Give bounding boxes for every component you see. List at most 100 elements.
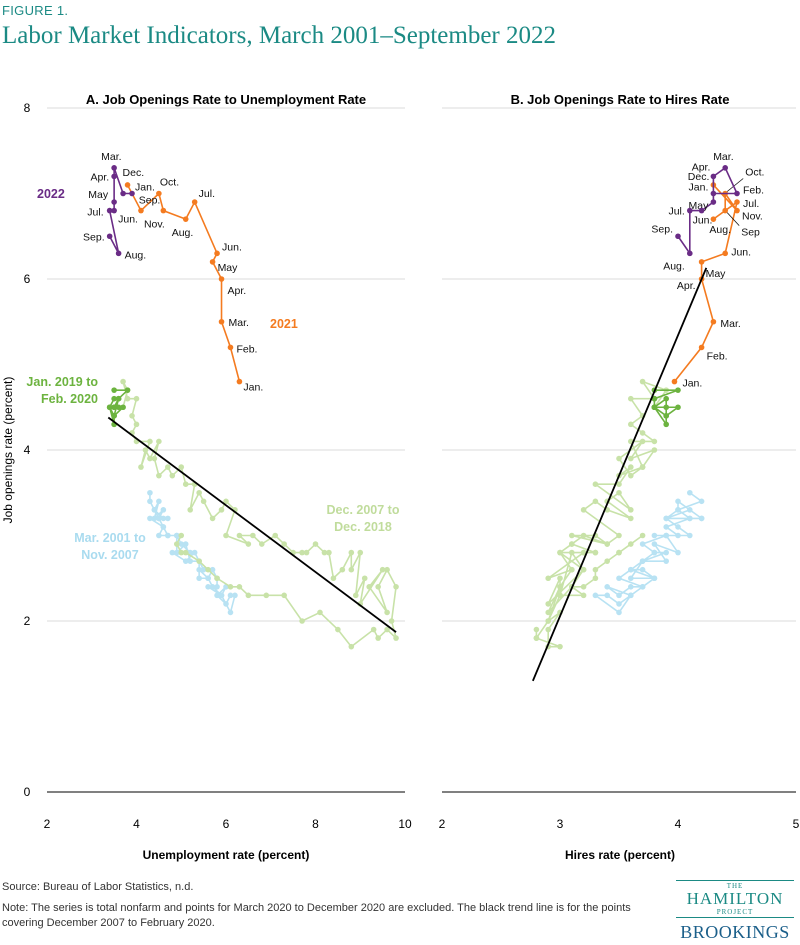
data-point — [557, 575, 563, 582]
data-point — [663, 558, 669, 564]
data-point — [375, 584, 381, 590]
data-point — [580, 592, 587, 599]
data-point — [687, 489, 693, 496]
data-point — [675, 404, 681, 411]
data-point — [675, 532, 681, 539]
data-point — [196, 489, 202, 496]
series-line-blue — [592, 492, 704, 614]
data-point — [120, 404, 126, 411]
point-label: Jul. — [199, 188, 215, 200]
data-point — [592, 498, 599, 505]
point-label: Oct. — [745, 167, 764, 179]
data-point — [663, 404, 669, 411]
data-point — [580, 549, 587, 556]
data-point — [557, 592, 563, 599]
data-point — [722, 165, 728, 171]
data-point — [569, 541, 575, 547]
data-point — [120, 190, 126, 197]
panel-b-x-axis-label: Hires rate (percent) — [565, 848, 675, 862]
data-point — [205, 584, 211, 590]
data-point — [223, 498, 229, 505]
data-point — [232, 592, 238, 599]
series-line-blue — [147, 492, 236, 615]
data-point — [160, 515, 167, 522]
data-point — [182, 216, 189, 222]
x-tick-label: 4 — [675, 817, 682, 831]
data-point — [628, 507, 634, 513]
data-point — [191, 199, 198, 205]
data-point — [156, 472, 162, 479]
data-point — [639, 430, 646, 436]
series-label-2007-2018-line2: Dec. 2018 — [334, 520, 392, 534]
data-point — [366, 584, 373, 590]
data-point — [156, 438, 162, 445]
data-point — [569, 532, 575, 539]
point-label: Sep. — [651, 223, 673, 235]
data-point — [628, 395, 634, 402]
data-point — [675, 524, 681, 530]
y-axis-label: Job openings rate (percent) — [1, 377, 15, 524]
data-point — [115, 395, 122, 402]
data-point — [604, 584, 610, 590]
data-point — [698, 515, 705, 522]
y-tick-label: 4 — [24, 443, 31, 457]
data-point — [698, 207, 705, 214]
data-point — [639, 378, 646, 385]
point-label: Jun. — [118, 214, 138, 226]
source-note: Source: Bureau of Labor Statistics, n.d. — [2, 881, 194, 893]
point-label: Jan. — [243, 382, 263, 394]
data-point — [129, 413, 135, 419]
point-label: Jun. — [731, 246, 751, 258]
point-label: Jul. — [743, 198, 759, 210]
data-point — [639, 541, 646, 547]
data-point — [557, 584, 563, 590]
data-point — [671, 378, 678, 385]
data-point — [156, 532, 162, 539]
series-purple: Jan. Mar. Apr. May Jun. Jul. Aug. Sep. — [83, 151, 155, 262]
logo-hamilton: HAMILTON — [686, 889, 784, 908]
data-point — [604, 592, 610, 599]
data-point — [160, 207, 167, 214]
data-point — [628, 515, 634, 522]
data-point — [209, 584, 216, 590]
data-point — [133, 395, 140, 402]
data-point — [545, 601, 551, 607]
data-point — [160, 524, 167, 530]
series-purple: Jan. Feb. Mar.Apr. May Jun. Jul. Aug. Sep. — [651, 151, 764, 273]
data-point — [616, 575, 622, 582]
series-light_green — [120, 378, 399, 650]
data-point — [628, 464, 634, 470]
point-label: Feb. — [707, 350, 728, 362]
data-point — [663, 395, 669, 402]
data-point — [214, 250, 220, 257]
x-tick-label: 3 — [557, 817, 564, 831]
data-point — [187, 507, 193, 513]
series-label-2001-2007-line1: Mar. 2001 to — [74, 531, 146, 545]
data-point — [628, 455, 634, 462]
data-point — [138, 207, 144, 214]
series-label-2019-2020-line2: Feb. 2020 — [41, 392, 98, 406]
data-point — [160, 507, 167, 513]
x-tick-label: 6 — [223, 817, 230, 831]
data-point — [236, 378, 243, 385]
x-tick-label: 4 — [133, 817, 140, 831]
data-point — [710, 216, 717, 222]
data-point — [111, 404, 117, 411]
series-line-orange — [673, 184, 739, 383]
data-point — [710, 199, 717, 205]
data-point — [352, 592, 359, 599]
data-point — [687, 507, 693, 513]
data-point — [223, 532, 229, 539]
data-point — [182, 541, 189, 547]
data-point — [227, 584, 234, 590]
data-point — [348, 566, 355, 573]
series-label-2001-2007-line2: Nov. 2007 — [81, 548, 138, 562]
data-point — [545, 626, 551, 633]
data-point — [384, 566, 390, 573]
point-label: Mar. — [101, 151, 121, 163]
data-point — [651, 447, 658, 453]
data-point — [722, 207, 728, 214]
data-point — [312, 541, 319, 547]
data-point — [651, 404, 658, 411]
data-point — [106, 233, 113, 240]
